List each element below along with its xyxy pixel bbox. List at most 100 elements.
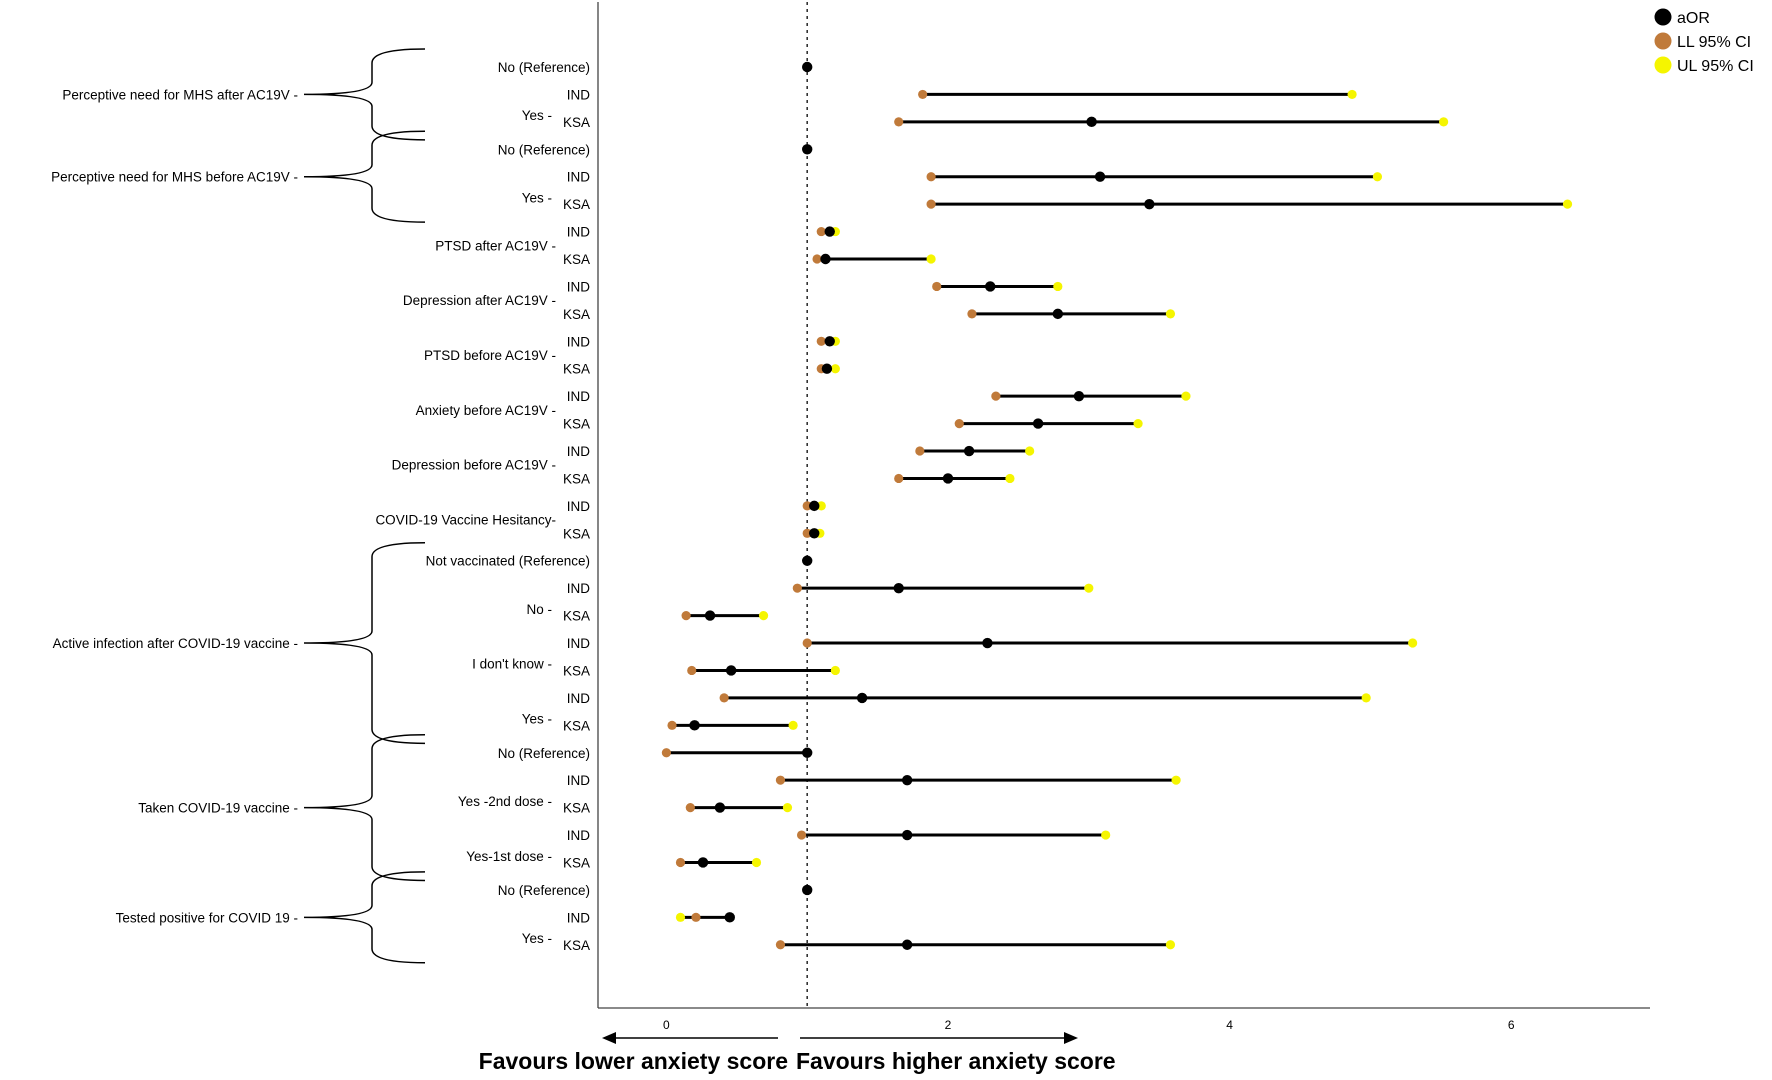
favours-right-label: Favours higher anxiety score xyxy=(796,1048,1116,1074)
aor-point xyxy=(802,884,813,896)
row-label: KSA xyxy=(563,307,590,322)
aor-point xyxy=(802,61,813,73)
group-label: Taken COVID-19 vaccine - xyxy=(138,801,298,816)
legend-label: LL 95% CI xyxy=(1677,34,1751,51)
ul-point xyxy=(1408,638,1418,648)
group-brace xyxy=(303,734,426,882)
row-label: IND xyxy=(567,910,591,925)
ll-point xyxy=(667,720,677,730)
row-label: IND xyxy=(567,87,591,102)
ul-point xyxy=(782,803,793,813)
ul-point xyxy=(1005,473,1015,484)
row-label: KSA xyxy=(563,252,590,267)
aor-point xyxy=(856,692,868,704)
ul-point xyxy=(788,720,798,730)
sub-label: I don't know - xyxy=(472,657,552,672)
ll-point xyxy=(816,226,826,237)
row-label: KSA xyxy=(563,197,590,212)
ll-point xyxy=(792,583,802,593)
ul-point xyxy=(1165,940,1176,950)
group-label: COVID-19 Vaccine Hesitancy- xyxy=(375,513,556,528)
ul-point xyxy=(1181,391,1191,401)
ll-point xyxy=(691,912,701,922)
aor-point xyxy=(820,253,831,265)
aor-point xyxy=(809,528,820,539)
ll-point xyxy=(812,254,822,264)
aor-point xyxy=(725,665,737,676)
ul-point xyxy=(816,501,826,511)
ll-point xyxy=(796,830,807,840)
ul-point xyxy=(1133,418,1143,429)
group-label: PTSD before AC19V - xyxy=(424,348,556,363)
row-label: IND xyxy=(567,170,591,185)
row-label: KSA xyxy=(563,663,590,678)
group-brace xyxy=(303,541,426,745)
group-brace xyxy=(303,48,426,141)
ul-point xyxy=(1053,281,1063,292)
group-brace xyxy=(303,871,426,964)
row-label: No (Reference) xyxy=(498,60,590,75)
row-label: KSA xyxy=(563,115,590,130)
group-label: Perceptive need for MHS after AC19V - xyxy=(62,87,298,102)
aor-point xyxy=(985,281,996,292)
row-label: IND xyxy=(567,581,591,596)
ul-point xyxy=(1439,117,1449,127)
ll-point xyxy=(775,940,786,950)
row-label: IND xyxy=(567,389,591,404)
ll-point xyxy=(675,857,686,868)
sub-label: Yes - xyxy=(522,190,552,205)
aor-point xyxy=(689,720,700,731)
aor-point xyxy=(821,363,833,374)
ul-point xyxy=(751,857,762,868)
ll-point xyxy=(685,803,695,813)
aor-point xyxy=(809,500,820,512)
aor-point xyxy=(704,610,716,621)
row-label: IND xyxy=(567,636,591,651)
aor-point xyxy=(901,829,913,841)
ul-point xyxy=(1084,583,1094,593)
ul-point xyxy=(1171,775,1181,785)
ll-point xyxy=(967,309,977,319)
ul-point xyxy=(1165,309,1176,319)
row-label: No (Reference) xyxy=(498,746,590,761)
ul-point xyxy=(830,364,840,374)
aor-point xyxy=(802,747,813,758)
ll-point xyxy=(661,748,672,758)
x-tick-label: 6 xyxy=(1508,1018,1515,1032)
sub-label: Yes - xyxy=(522,931,552,946)
ll-point xyxy=(932,281,942,292)
row-label: IND xyxy=(567,499,591,514)
aor-point xyxy=(802,144,813,155)
ll-point xyxy=(894,117,904,127)
legend-label: aOR xyxy=(1677,10,1710,27)
row-label: IND xyxy=(567,334,591,349)
aor-point xyxy=(1086,116,1097,128)
legend-marker xyxy=(1654,8,1672,26)
row-label: KSA xyxy=(563,362,590,377)
ul-point xyxy=(830,665,840,676)
sub-label: Yes -2nd dose - xyxy=(458,794,552,809)
row-label: Not vaccinated (Reference) xyxy=(426,554,590,569)
ul-point xyxy=(926,254,936,264)
aor-point xyxy=(1144,198,1155,210)
ll-point xyxy=(954,418,964,429)
row-label: KSA xyxy=(563,526,590,541)
legend-marker xyxy=(1654,56,1672,74)
aor-point xyxy=(963,445,975,457)
row-label: KSA xyxy=(563,471,590,486)
group-label: Active infection after COVID-19 vaccine … xyxy=(53,636,298,651)
group-label: Tested positive for COVID 19 - xyxy=(116,910,298,925)
ll-point xyxy=(926,199,936,209)
row-label: IND xyxy=(567,691,591,706)
ul-point xyxy=(1361,693,1371,703)
aor-point xyxy=(982,637,993,649)
aor-point xyxy=(824,336,835,347)
favours-left-arrowhead xyxy=(602,1032,616,1044)
aor-point xyxy=(697,857,709,868)
ll-point xyxy=(802,501,812,511)
sub-label: Yes - xyxy=(522,108,552,123)
row-label: IND xyxy=(567,279,591,294)
row-label: No (Reference) xyxy=(498,142,590,157)
ul-point xyxy=(1025,446,1035,456)
